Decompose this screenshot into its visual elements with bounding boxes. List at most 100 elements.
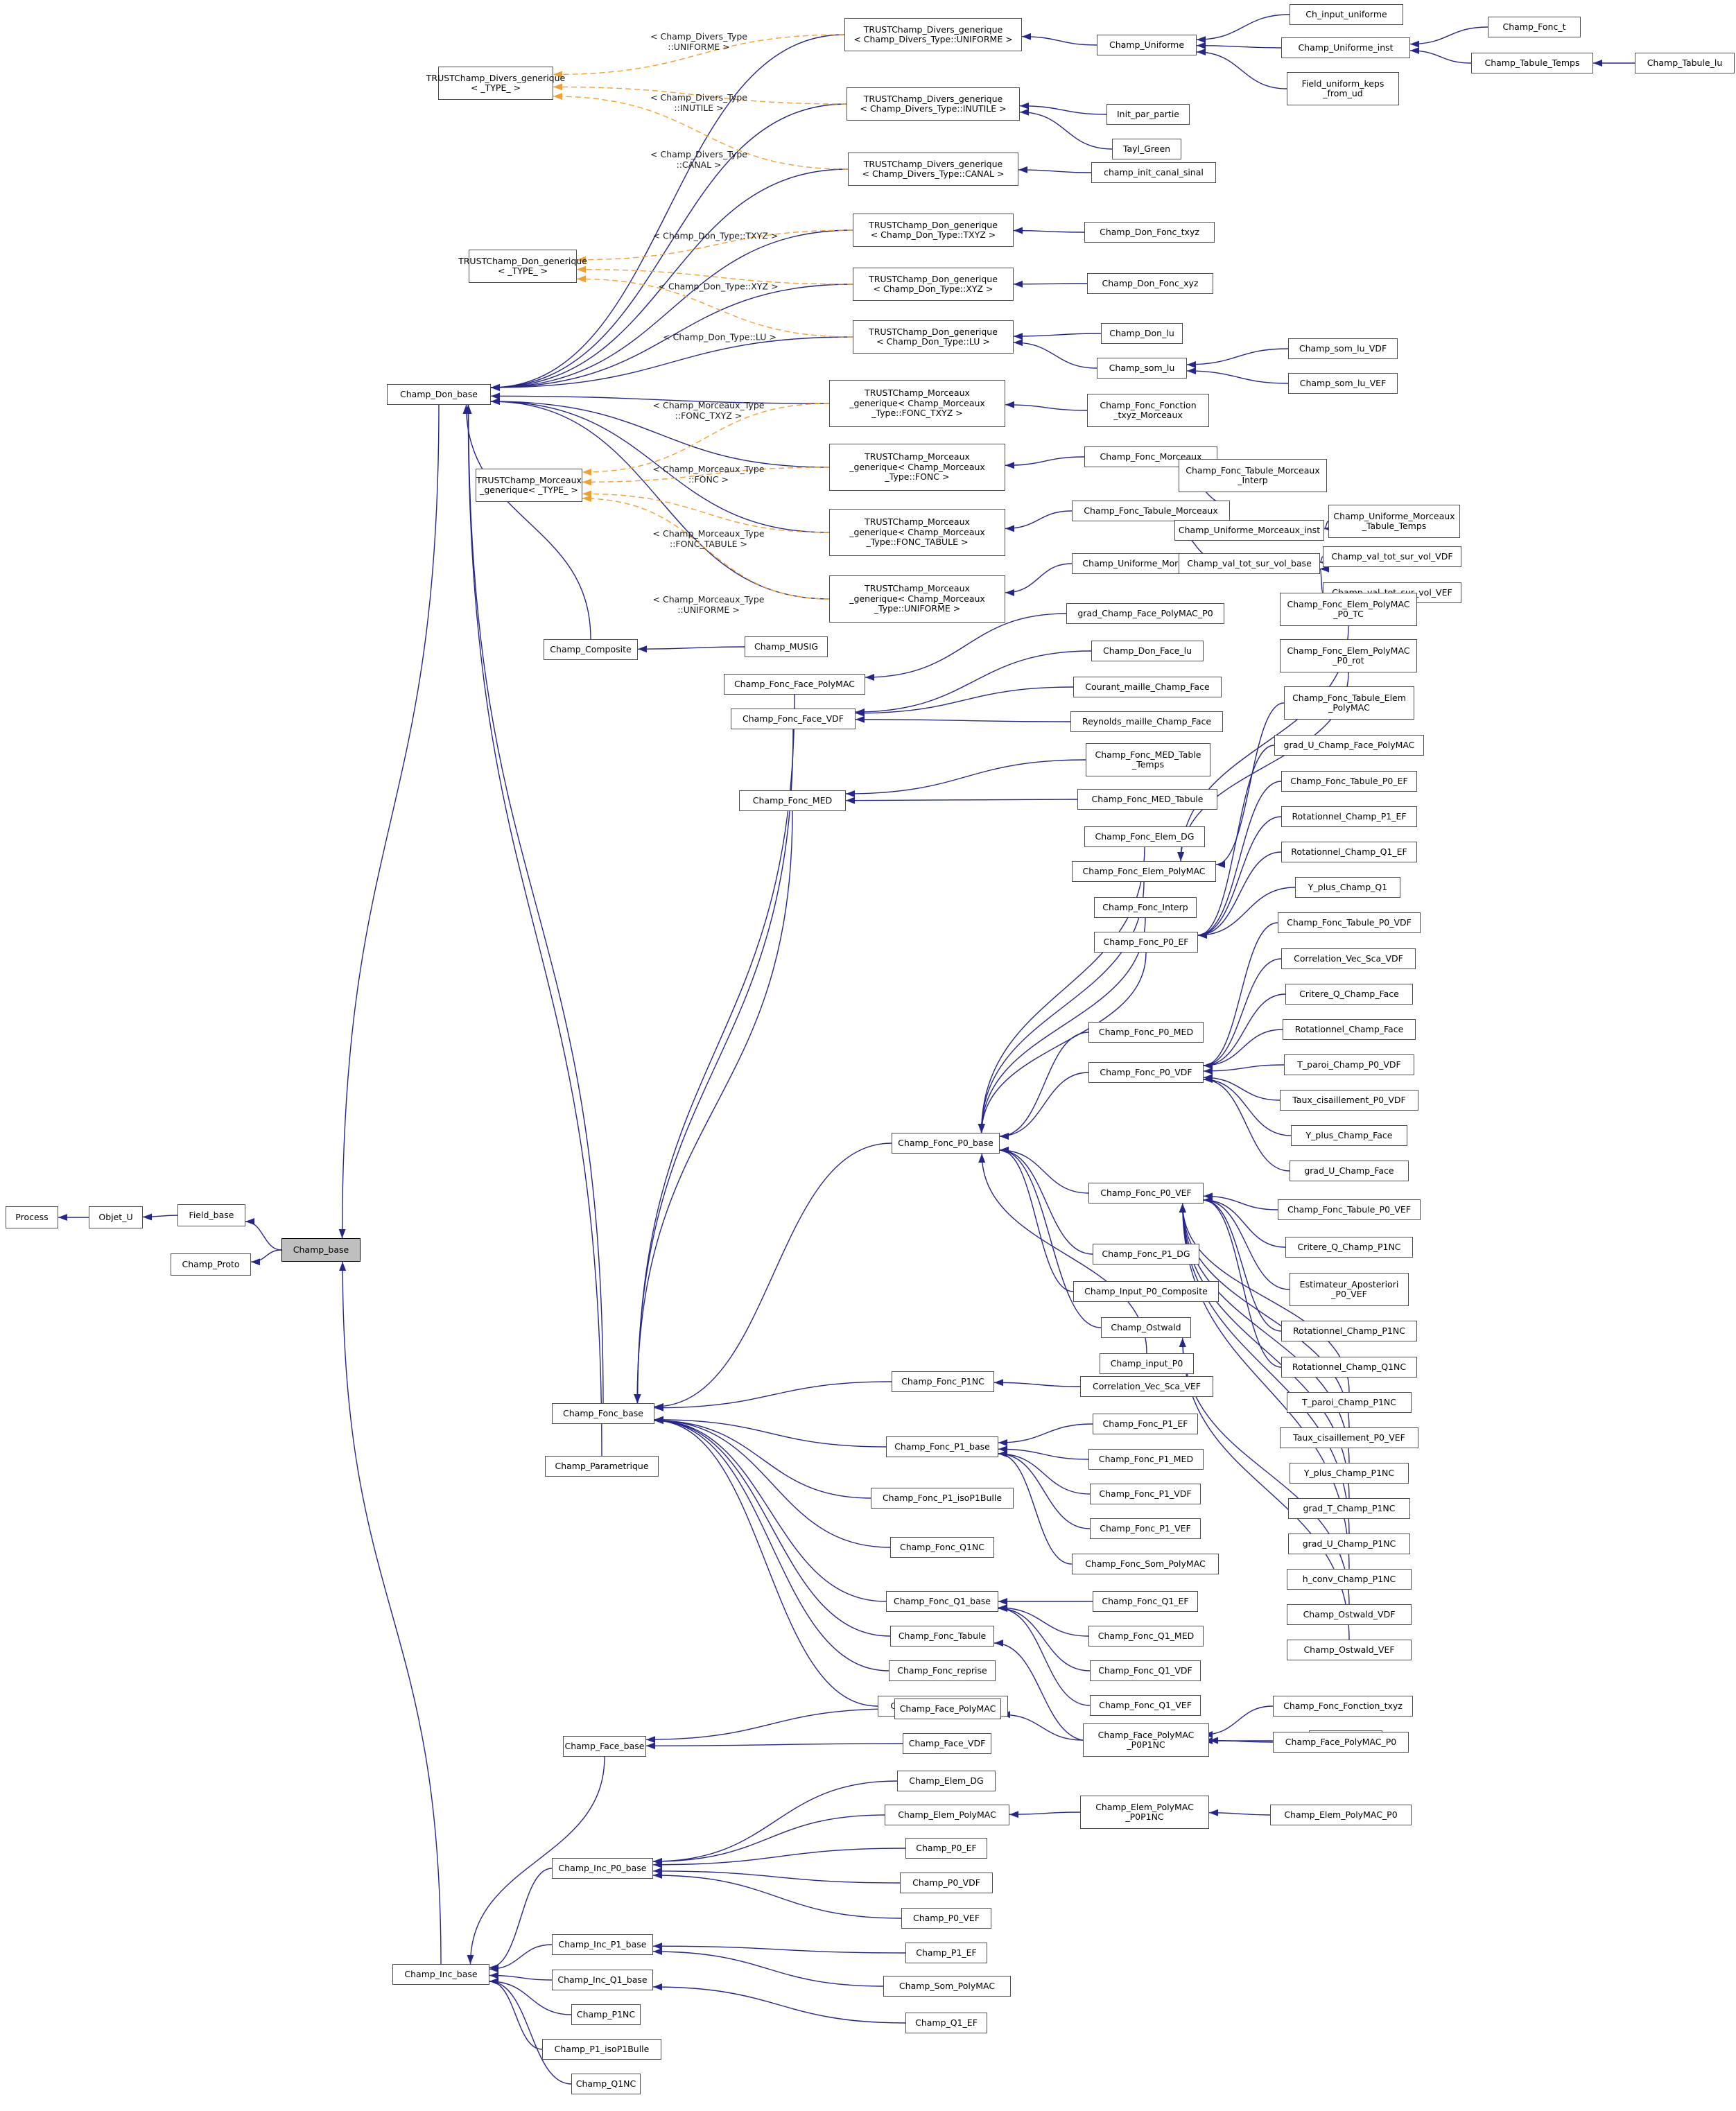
class-node-champ_fonc_p1_vef[interactable]: Champ_Fonc_P1_VEF: [1090, 1518, 1201, 1539]
class-node-champ_face_base[interactable]: Champ_Face_base: [563, 1736, 646, 1757]
class-node-cfe_polymac_p0_rot[interactable]: Champ_Fonc_Elem_PolyMAC _P0_rot: [1280, 639, 1417, 672]
class-node-champ_fonc_fonction_txyz[interactable]: Champ_Fonc_Fonction_txyz: [1273, 1696, 1413, 1717]
class-node-champ_fonc_q1_ef[interactable]: Champ_Fonc_Q1_EF: [1093, 1591, 1198, 1612]
class-node-ch_input_uniforme[interactable]: Ch_input_uniforme: [1290, 4, 1403, 25]
class-node-critere_q_champ_p1nc[interactable]: Critere_Q_Champ_P1NC: [1285, 1237, 1413, 1258]
class-node-champ_fonc_tabule_p0_vef[interactable]: Champ_Fonc_Tabule_P0_VEF: [1278, 1199, 1421, 1220]
class-node-field_uniform_keps[interactable]: Field_uniform_keps _from_ud: [1287, 72, 1399, 105]
class-node-champ_input_p0_composite[interactable]: Champ_Input_P0_Composite: [1073, 1281, 1219, 1302]
class-node-champ_som_lu_vdf[interactable]: Champ_som_lu_VDF: [1288, 338, 1398, 359]
class-node-champ_inc_q1_base[interactable]: Champ_Inc_Q1_base: [552, 1970, 653, 1990]
class-node-trust_morceaux_fonc_tabule[interactable]: TRUSTChamp_Morceaux _generique< Champ_Mo…: [829, 509, 1005, 556]
class-node-tayl_green[interactable]: Tayl_Green: [1112, 139, 1181, 159]
class-node-champ_elem_polymac_p0[interactable]: Champ_Elem_PolyMAC_P0: [1270, 1805, 1412, 1825]
class-node-champ_fonc_q1_vdf[interactable]: Champ_Fonc_Q1_VDF: [1090, 1660, 1201, 1681]
class-node-trust_don_lu[interactable]: TRUSTChamp_Don_generique < Champ_Don_Typ…: [853, 320, 1014, 354]
class-node-rotationnel_champ_q1nc[interactable]: Rotationnel_Champ_Q1NC: [1281, 1357, 1417, 1378]
class-node-trust_don_generic[interactable]: TRUSTChamp_Don_generique < _TYPE_ >: [458, 250, 587, 283]
class-node-champ_fonc_p1_ef[interactable]: Champ_Fonc_P1_EF: [1093, 1414, 1198, 1434]
class-node-champ_ostwald[interactable]: Champ_Ostwald: [1101, 1317, 1191, 1338]
class-node-champ_init_canal_sinal[interactable]: champ_init_canal_sinal: [1091, 162, 1216, 183]
class-node-champ_fonc_q1_vef[interactable]: Champ_Fonc_Q1_VEF: [1090, 1695, 1201, 1716]
class-node-champ_fonc_face_polymac[interactable]: Champ_Fonc_Face_PolyMAC: [724, 674, 865, 695]
class-node-champ_fonc_t[interactable]: Champ_Fonc_t: [1488, 17, 1581, 37]
class-node-champ_don_base[interactable]: Champ_Don_base: [387, 384, 491, 405]
class-node-champ_p0_vdf[interactable]: Champ_P0_VDF: [900, 1873, 993, 1893]
class-node-champ_uniforme_morceaux_inst[interactable]: Champ_Uniforme_Morceaux_inst: [1174, 520, 1324, 541]
class-node-champ_fonc_tabule_p0_ef[interactable]: Champ_Fonc_Tabule_P0_EF: [1281, 771, 1417, 792]
class-node-courant_maille_champ_face[interactable]: Courant_maille_Champ_Face: [1073, 677, 1222, 697]
class-node-grad_u_champ_p1nc[interactable]: grad_U_Champ_P1NC: [1288, 1534, 1410, 1554]
class-node-champ_fonc_med_tabule[interactable]: Champ_Fonc_MED_Tabule: [1077, 789, 1217, 810]
class-node-grad_u_champ_face_polymac[interactable]: grad_U_Champ_Face_PolyMAC: [1274, 735, 1424, 756]
class-node-champ_elem_dg[interactable]: Champ_Elem_DG: [897, 1771, 996, 1791]
class-node-champ_fonc_tabule[interactable]: Champ_Fonc_Tabule: [890, 1626, 994, 1647]
class-node-champ_uniforme_morceaux_tabule_temps[interactable]: Champ_Uniforme_Morceaux _Tabule_Temps: [1328, 505, 1460, 538]
class-node-champ_don_fonc_txyz[interactable]: Champ_Don_Fonc_txyz: [1084, 222, 1215, 243]
class-node-t_paroi_champ_p1nc[interactable]: T_paroi_Champ_P1NC: [1287, 1392, 1412, 1413]
class-node-trust_morceaux_uniforme[interactable]: TRUSTChamp_Morceaux _generique< Champ_Mo…: [829, 575, 1005, 623]
class-node-trust_morceaux_generic[interactable]: TRUSTChamp_Morceaux _generique< _TYPE_ >: [476, 469, 582, 502]
class-node-champ_fonc_med[interactable]: Champ_Fonc_MED: [739, 790, 846, 811]
class-node-champ_inc_p0_base[interactable]: Champ_Inc_P0_base: [552, 1858, 653, 1879]
class-node-champ_fonc_base[interactable]: Champ_Fonc_base: [552, 1403, 654, 1424]
class-node-y_plus_champ_p1nc[interactable]: Y_plus_Champ_P1NC: [1290, 1463, 1409, 1484]
class-node-trust_divers_canal[interactable]: TRUSTChamp_Divers_generique < Champ_Dive…: [848, 153, 1018, 186]
class-node-critere_q_champ_face[interactable]: Critere_Q_Champ_Face: [1285, 984, 1413, 1005]
class-node-champ_parametrique[interactable]: Champ_Parametrique: [545, 1456, 659, 1477]
class-node-champ_fonc_tabule_morceaux[interactable]: Champ_Fonc_Tabule_Morceaux: [1072, 501, 1230, 521]
class-node-champ_face_polymac_p0p1nc[interactable]: Champ_Face_PolyMAC _P0P1NC: [1083, 1723, 1209, 1757]
class-node-grad_t_champ_p1nc[interactable]: grad_T_Champ_P1NC: [1288, 1498, 1410, 1519]
class-node-champ_tabule_lu[interactable]: Champ_Tabule_lu: [1635, 53, 1735, 73]
class-node-taux_cisaillement_p0_vdf[interactable]: Taux_cisaillement_P0_VDF: [1280, 1090, 1418, 1111]
class-node-field_base[interactable]: Field_base: [177, 1204, 245, 1226]
class-node-champ_fonc_som_polymac[interactable]: Champ_Fonc_Som_PolyMAC: [1072, 1554, 1219, 1574]
class-node-rotationnel_champ_face[interactable]: Rotationnel_Champ_Face: [1283, 1019, 1416, 1040]
class-node-h_conv_champ_p1nc[interactable]: h_conv_Champ_P1NC: [1287, 1569, 1412, 1590]
class-node-grad_champ_face_polymac_p0[interactable]: grad_Champ_Face_PolyMAC_P0: [1066, 603, 1224, 624]
class-node-init_par_partie[interactable]: Init_par_partie: [1106, 104, 1190, 125]
class-node-champ_q1nc[interactable]: Champ_Q1NC: [571, 2074, 641, 2094]
class-node-correlation_vec_sca_vef[interactable]: Correlation_Vec_Sca_VEF: [1080, 1376, 1213, 1397]
class-node-champ_don_face_lu[interactable]: Champ_Don_Face_lu: [1091, 641, 1204, 661]
class-node-champ_fonc_reprise[interactable]: Champ_Fonc_reprise: [889, 1660, 996, 1681]
class-node-objet_u[interactable]: Objet_U: [89, 1206, 143, 1228]
class-node-champ_fonc_elem_polymac[interactable]: Champ_Fonc_Elem_PolyMAC: [1072, 861, 1216, 882]
class-node-champ_fonc_face_vdf[interactable]: Champ_Fonc_Face_VDF: [731, 709, 856, 729]
class-node-champ_fonc_p0_vdf[interactable]: Champ_Fonc_P0_VDF: [1088, 1062, 1204, 1083]
class-node-champ_val_tot_sur_vol_vdf[interactable]: Champ_val_tot_sur_vol_VDF: [1323, 546, 1461, 567]
class-node-champ_fonc_q1_base[interactable]: Champ_Fonc_Q1_base: [886, 1591, 998, 1612]
class-node-champ_fonc_tabule_elem_polymac[interactable]: Champ_Fonc_Tabule_Elem _PolyMAC: [1284, 686, 1414, 720]
class-node-champ_elem_polymac[interactable]: Champ_Elem_PolyMAC: [885, 1805, 1009, 1825]
class-node-champ_fonc_morceaux[interactable]: Champ_Fonc_Morceaux: [1084, 446, 1217, 467]
class-node-champ_som_polymac[interactable]: Champ_Som_PolyMAC: [883, 1976, 1011, 1997]
class-node-champ_inc_base[interactable]: Champ_Inc_base: [392, 1964, 489, 1985]
class-node-champ_uniforme[interactable]: Champ_Uniforme: [1097, 35, 1197, 55]
class-node-champ_fonc_p1_med[interactable]: Champ_Fonc_P1_MED: [1088, 1449, 1204, 1470]
class-node-champ_p0_ef[interactable]: Champ_P0_EF: [905, 1838, 987, 1859]
class-node-trust_morceaux_fonc[interactable]: TRUSTChamp_Morceaux _generique< Champ_Mo…: [829, 444, 1005, 491]
class-node-trust_divers_generic[interactable]: TRUSTChamp_Divers_generique < _TYPE_ >: [426, 67, 565, 100]
class-node-champ_p1_ef[interactable]: Champ_P1_EF: [905, 1943, 987, 1963]
class-node-taux_cisaillement_p0_vef[interactable]: Taux_cisaillement_P0_VEF: [1280, 1427, 1418, 1448]
class-node-grad_u_champ_face[interactable]: grad_U_Champ_Face: [1290, 1161, 1409, 1181]
class-node-champ_fonc_p1nc[interactable]: Champ_Fonc_P1NC: [892, 1371, 994, 1392]
class-node-trust_divers_inutile[interactable]: TRUSTChamp_Divers_generique < Champ_Dive…: [847, 87, 1020, 121]
class-node-champ_fonc_p0_vef[interactable]: Champ_Fonc_P0_VEF: [1088, 1183, 1204, 1204]
class-node-champ_fonc_p0_base[interactable]: Champ_Fonc_P0_base: [892, 1133, 1000, 1154]
class-node-trust_don_txyz[interactable]: TRUSTChamp_Don_generique < Champ_Don_Typ…: [853, 214, 1014, 247]
class-node-champ_fonc_med_table_temps[interactable]: Champ_Fonc_MED_Table _Temps: [1086, 743, 1210, 776]
class-node-trust_morceaux_fonc_txyz[interactable]: TRUSTChamp_Morceaux _generique< Champ_Mo…: [829, 380, 1005, 427]
class-node-y_plus_champ_face[interactable]: Y_plus_Champ_Face: [1291, 1125, 1407, 1146]
class-node-reynolds_maille_champ_face[interactable]: Reynolds_maille_Champ_Face: [1070, 711, 1223, 732]
class-node-trust_divers_uniforme[interactable]: TRUSTChamp_Divers_generique < Champ_Dive…: [844, 18, 1022, 51]
class-node-champ_val_tot_sur_vol_base[interactable]: Champ_val_tot_sur_vol_base: [1179, 553, 1320, 574]
class-node-trust_don_xyz[interactable]: TRUSTChamp_Don_generique < Champ_Don_Typ…: [853, 268, 1014, 301]
class-node-champ_fonc_interp[interactable]: Champ_Fonc_Interp: [1094, 897, 1197, 918]
class-node-cft_morceaux_interp[interactable]: Champ_Fonc_Tabule_Morceaux _Interp: [1179, 459, 1327, 492]
class-node-champ_face_polymac[interactable]: Champ_Face_PolyMAC: [894, 1699, 1001, 1719]
class-node-rotationnel_champ_q1_ef[interactable]: Rotationnel_Champ_Q1_EF: [1281, 842, 1417, 862]
class-node-y_plus_champ_q1[interactable]: Y_plus_Champ_Q1: [1295, 877, 1400, 898]
class-node-rotationnel_champ_p1nc[interactable]: Rotationnel_Champ_P1NC: [1281, 1321, 1417, 1341]
class-node-champ_p0_vef[interactable]: Champ_P0_VEF: [901, 1908, 991, 1929]
